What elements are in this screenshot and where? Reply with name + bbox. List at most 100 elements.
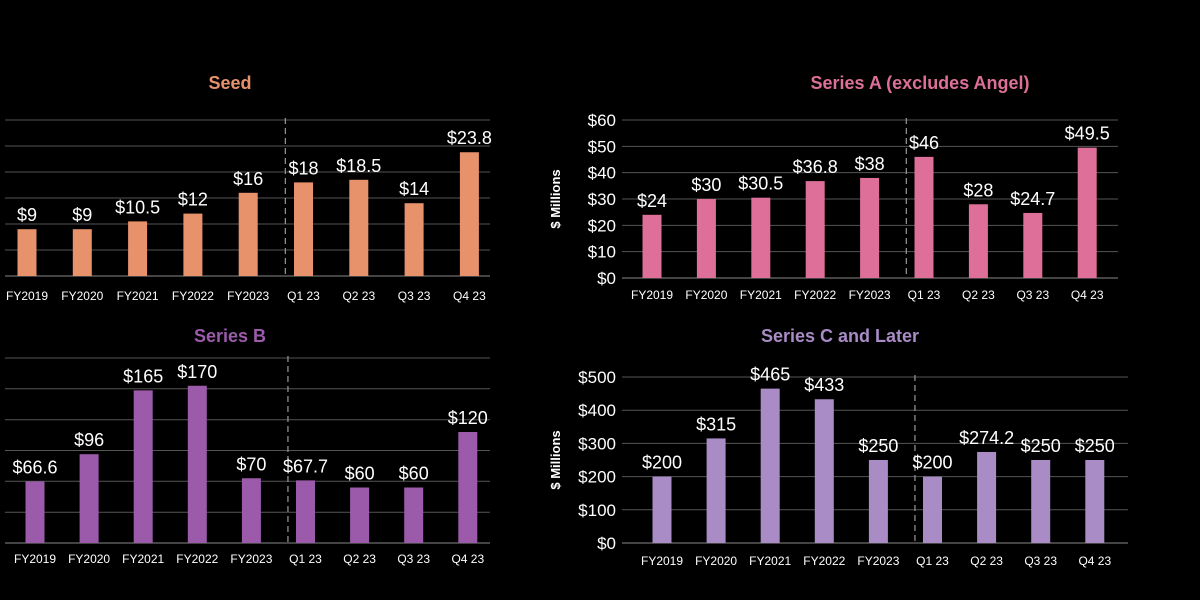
data-label: $16 xyxy=(233,169,263,189)
bar-fy2021 xyxy=(133,390,153,543)
bar-q1-23 xyxy=(914,156,934,278)
bar-fy2023 xyxy=(241,478,261,543)
chart-title-series-a: Series A (excludes Angel) xyxy=(810,73,1030,93)
data-label: $14 xyxy=(399,179,429,199)
x-tick-label: Q1 23 xyxy=(289,552,322,566)
x-tick-label: FY2021 xyxy=(740,288,782,302)
x-tick-label: FY2023 xyxy=(230,552,272,566)
x-tick-label: Q1 23 xyxy=(908,288,941,302)
x-tick-label: FY2022 xyxy=(794,288,836,302)
x-tick-label: FY2021 xyxy=(749,554,791,568)
y-tick-label: $300 xyxy=(578,434,616,453)
bar-fy2020 xyxy=(696,199,716,278)
bar-fy2020 xyxy=(79,454,99,543)
data-label: $315 xyxy=(696,414,736,434)
y-tick-label: $500 xyxy=(578,368,616,387)
data-label: $36.8 xyxy=(793,157,838,177)
y-tick-label: $0 xyxy=(597,534,616,553)
x-tick-label: FY2021 xyxy=(117,289,159,303)
x-tick-label: Q4 23 xyxy=(453,289,486,303)
x-tick-label: Q4 23 xyxy=(1078,554,1111,568)
bar-fy2020 xyxy=(706,438,726,543)
bar-fy2019 xyxy=(642,214,662,278)
bar-q3-23 xyxy=(1023,212,1043,278)
bar-fy2023 xyxy=(868,460,888,543)
bar-q2-23 xyxy=(350,487,370,543)
bar-q2-23 xyxy=(349,179,369,276)
bar-q1-23 xyxy=(294,182,313,276)
x-tick-label: FY2019 xyxy=(631,288,673,302)
bar-fy2019 xyxy=(25,481,45,543)
bar-q4-23 xyxy=(458,432,478,543)
bar-fy2021 xyxy=(760,388,780,543)
x-tick-label: FY2021 xyxy=(122,552,164,566)
y-tick-label: $60 xyxy=(588,111,616,130)
data-label: $12 xyxy=(178,190,208,210)
y-tick-label: $100 xyxy=(578,501,616,520)
bar-fy2019 xyxy=(17,229,37,276)
bar-fy2021 xyxy=(751,197,771,278)
x-tick-label: Q2 23 xyxy=(343,552,376,566)
bar-fy2022 xyxy=(805,181,825,278)
data-label: $46 xyxy=(909,133,939,153)
data-label: $170 xyxy=(177,362,217,382)
data-label: $70 xyxy=(236,454,266,474)
bar-q2-23 xyxy=(968,204,988,278)
chart-seed: $9 FY2019 $9 FY2020 $10.5 FY2021 $12 FY2022 $16 F… xyxy=(5,118,492,303)
x-tick-label: Q1 23 xyxy=(916,554,949,568)
x-tick-label: FY2023 xyxy=(849,288,891,302)
x-tick-label: Q3 23 xyxy=(1024,554,1057,568)
y-tick-label: $50 xyxy=(588,137,616,156)
y-tick-label: $10 xyxy=(588,243,616,262)
y-tick-label: $30 xyxy=(588,190,616,209)
chart-title-seed: Seed xyxy=(208,73,252,93)
data-label: $18 xyxy=(288,158,318,178)
x-tick-label: Q2 23 xyxy=(962,288,995,302)
chart-series-a: $0 $10 $20 $30 $40 $50 $60 $ Millions $24 FY2019 $… xyxy=(548,111,1118,302)
data-label: $10.5 xyxy=(115,197,160,217)
data-label: $60 xyxy=(345,464,375,484)
x-tick-label: FY2023 xyxy=(227,289,269,303)
data-label: $38 xyxy=(855,154,885,174)
bar-fy2020 xyxy=(72,229,92,276)
bar-fy2022 xyxy=(814,399,834,543)
data-label: $120 xyxy=(448,408,488,428)
x-tick-label: Q1 23 xyxy=(287,289,320,303)
x-tick-label: Q3 23 xyxy=(1016,288,1049,302)
data-label: $433 xyxy=(804,375,844,395)
y-tick-label: $400 xyxy=(578,401,616,420)
x-tick-label: FY2020 xyxy=(61,289,103,303)
y-tick-label: $40 xyxy=(588,164,616,183)
x-tick-label: FY2020 xyxy=(695,554,737,568)
y-tick-label: $20 xyxy=(588,216,616,235)
bar-q1-23 xyxy=(923,476,942,543)
bar-fy2022 xyxy=(187,385,207,543)
data-label: $200 xyxy=(912,453,952,473)
data-label: $60 xyxy=(399,464,429,484)
y-tick-label: $0 xyxy=(597,269,616,288)
x-tick-label: FY2019 xyxy=(6,289,48,303)
data-label: $9 xyxy=(72,205,92,225)
chart-series-c: $0 $100 $200 $300 $400 $500 $ Millions $200 FY20… xyxy=(548,365,1128,568)
x-tick-label: FY2020 xyxy=(685,288,727,302)
bar-q4-23 xyxy=(1077,147,1097,278)
data-label: $250 xyxy=(1075,436,1115,456)
bar-fy2023 xyxy=(860,177,880,278)
x-tick-label: Q2 23 xyxy=(970,554,1003,568)
chart-series-b: $66.6 FY2019 $96 FY2020 $165 FY2021 $170 FY2022… xyxy=(5,356,490,566)
x-tick-label: FY2023 xyxy=(857,554,899,568)
data-label: $30 xyxy=(691,175,721,195)
x-tick-label: FY2022 xyxy=(803,554,845,568)
data-label: $18.5 xyxy=(336,156,381,176)
y-axis-label: $ Millions xyxy=(548,430,563,489)
data-label: $165 xyxy=(123,366,163,386)
x-tick-label: Q4 23 xyxy=(1071,288,1104,302)
data-label: $30.5 xyxy=(738,174,783,194)
data-label: $24 xyxy=(637,191,667,211)
bar-q4-23 xyxy=(1085,460,1105,543)
x-tick-label: Q2 23 xyxy=(342,289,375,303)
bar-q1-23 xyxy=(296,480,315,543)
bar-q2-23 xyxy=(977,451,997,543)
data-label: $250 xyxy=(858,436,898,456)
x-tick-label: Q3 23 xyxy=(398,289,431,303)
